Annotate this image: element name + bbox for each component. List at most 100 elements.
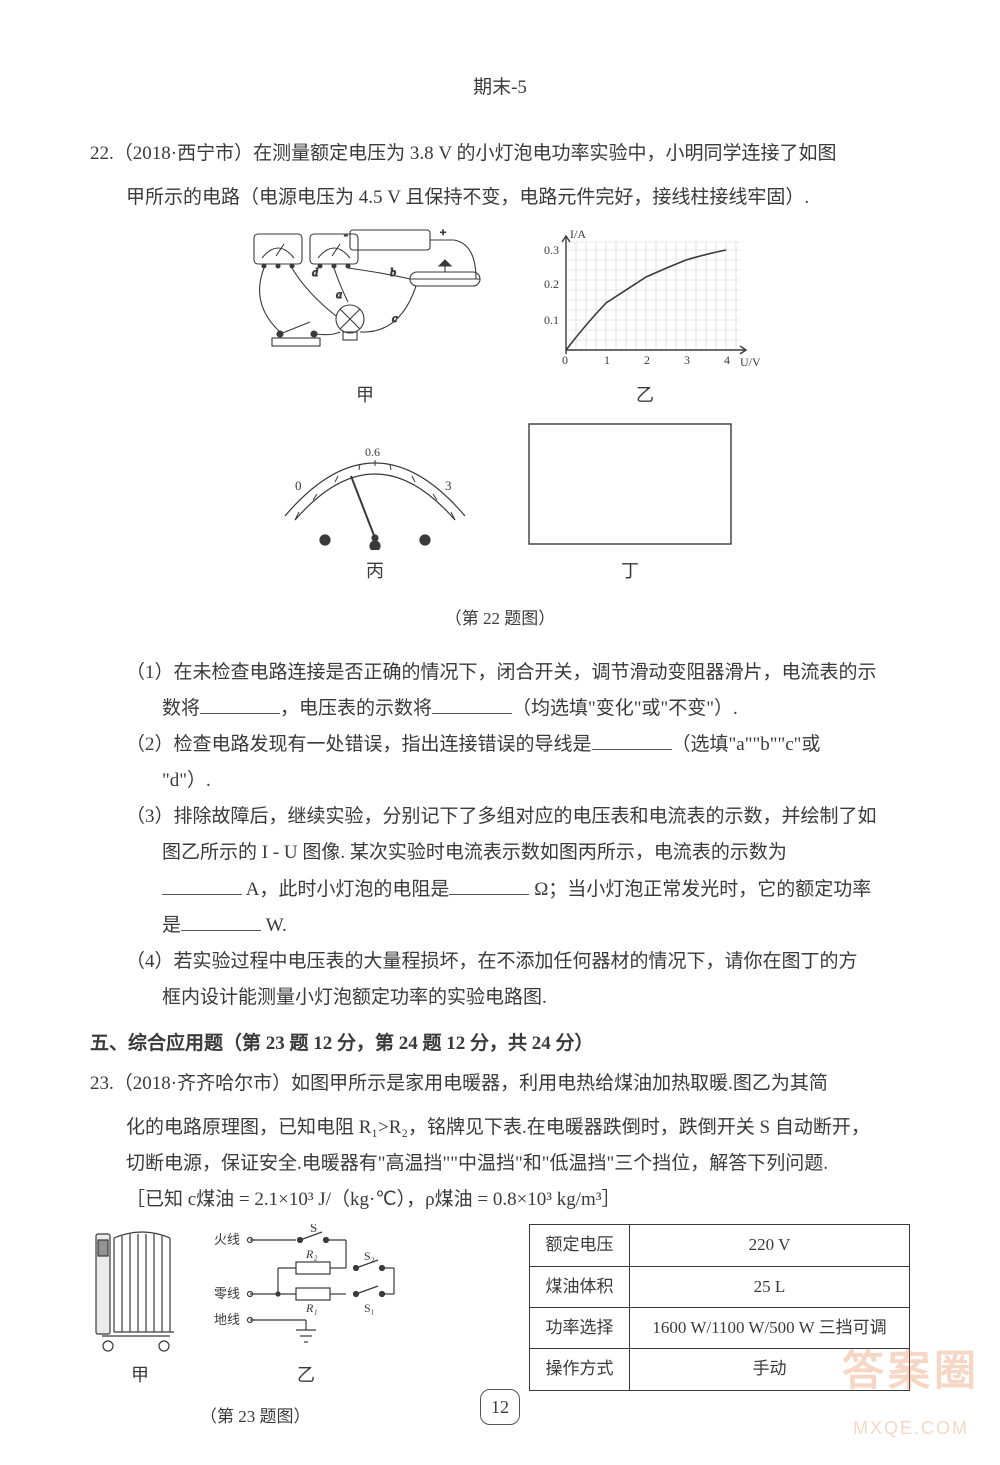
svg-text:3: 3 (684, 353, 690, 367)
heater-circuit-svg: 火线 零线 地线 S R₂ R₁ S₂ S₁ (206, 1224, 406, 1354)
q23-source: （2018·齐齐哈尔市） (114, 1073, 291, 1094)
svg-text:c: c (392, 311, 398, 325)
fig-bing: 0 0.6 3 丙 (265, 420, 485, 588)
q22-p1b: 数将 (162, 698, 200, 719)
q22-p3c: A，此时小灯泡的电阻是 (242, 879, 449, 900)
q22-fig-row2: 0 0.6 3 丙 丁 (265, 420, 735, 588)
empty-box-svg (525, 420, 735, 550)
page-header: 期末-5 (90, 70, 910, 106)
svg-text:I/A: I/A (570, 227, 586, 241)
iu-chart-svg: 0 1 2 3 4 0.1 0.2 0.3 I/A U/V (530, 224, 760, 374)
q22-p4-line1: （4）若实验过程中电压表的大量程损坏，在不添加任何器材的情况下，请你在图丁的方 (90, 944, 910, 980)
q22-p1d: （均选填"变化"或"不变"）. (512, 698, 738, 719)
section5-heading: 五、综合应用题（第 23 题 12 分，第 24 题 12 分，共 24 分） (90, 1026, 910, 1062)
blank (181, 910, 261, 931)
q23-fig-jia: 甲 (90, 1224, 190, 1392)
q23-l4: ［已知 c煤油 = 2.1×10³ J/（kg·℃），ρ煤油 = 0.8×10³… (90, 1182, 910, 1218)
label-bing: 丙 (366, 554, 384, 588)
ammeter-dial-svg: 0 0.6 3 (265, 420, 485, 550)
q22-stem-b: 甲所示的电路（电源电压为 4.5 V 且保持不变，电路元件完好，接线柱接线牢固）… (90, 180, 910, 216)
svg-text:R₂: R₂ (305, 1247, 318, 1261)
q22-p3-line3: A，此时小灯泡的电阻是 Ω；当小灯泡正常发光时，它的额定功率 (90, 872, 910, 908)
table-row: 额定电压 220 V (530, 1225, 910, 1266)
q22-p2-line1: （2）检查电路发现有一处错误，指出连接错误的导线是 （选填"a""b""c"或 (90, 727, 910, 763)
q23-l1: 如图甲所示是家用电暖器，利用电热给煤油加热取暖.图乙为其简 (291, 1073, 828, 1094)
q23-figrow: 甲 (90, 1224, 910, 1392)
q22-p3-line1: （3）排除故障后，继续实验，分别记下了多组对应的电压表和电流表的示数，并绘制了如 (90, 799, 910, 835)
q23-l3: 切断电源，保证安全.电暖器有"高温挡""中温挡"和"低温挡"三个挡位，解答下列问… (90, 1146, 910, 1182)
svg-text:+: + (440, 227, 446, 239)
q23-fig-yi: 火线 零线 地线 S R₂ R₁ S₂ S₁ 乙 (206, 1224, 406, 1392)
label-jia: 甲 (356, 378, 374, 412)
q22-p1-line1: （1）在未检查电路连接是否正确的情况下，闭合开关，调节滑动变阻器滑片，电流表的示 (90, 655, 910, 691)
q22-p4-line2: 框内设计能测量小灯泡额定功率的实验电路图. (90, 980, 910, 1016)
fig-ding: 丁 (525, 420, 735, 588)
q22-fig-row1: + - (240, 224, 760, 412)
cell: 操作方式 (530, 1349, 630, 1390)
q23-num: 23. (90, 1073, 114, 1094)
svg-text:0.1: 0.1 (544, 313, 559, 327)
svg-text:U/V: U/V (740, 355, 760, 369)
svg-text:1: 1 (604, 353, 610, 367)
q22-p2-line2: "d"）. (90, 763, 910, 799)
watermark-big: 答案圈 (842, 1331, 980, 1411)
svg-text:0.2: 0.2 (544, 277, 559, 291)
blank (432, 693, 512, 714)
q22-figures: + - (90, 224, 910, 649)
cell: 25 L (630, 1266, 910, 1307)
heater-svg (90, 1224, 190, 1354)
fig-jia: + - (240, 224, 490, 412)
page: 期末-5 22.（2018·西宁市）在测量额定电压为 3.8 V 的小灯泡电功率… (0, 0, 1000, 1465)
blank (200, 693, 280, 714)
q22-p3-line2: 图乙所示的 I - U 图像. 某次实验时电流表示数如图丙所示，电流表的示数为 (90, 835, 910, 871)
q23-label-yi: 乙 (297, 1358, 315, 1392)
label-ding: 丁 (621, 554, 639, 588)
blank (162, 874, 242, 895)
fig-yi: 0 1 2 3 4 0.1 0.2 0.3 I/A U/V 乙 (530, 224, 760, 412)
q23-label-jia: 甲 (131, 1358, 149, 1392)
svg-text:火线: 火线 (214, 1232, 240, 1247)
watermark-small: MXQE.COM (853, 1411, 969, 1445)
svg-text:4: 4 (724, 353, 730, 367)
svg-text:0.6: 0.6 (365, 445, 380, 459)
label-yi: 乙 (636, 378, 654, 412)
q22-num: 22. (90, 143, 114, 164)
cell: 额定电压 (530, 1225, 630, 1266)
svg-text:d: d (312, 265, 319, 279)
q22-caption: （第 22 题图） (445, 603, 556, 635)
cell: 220 V (630, 1225, 910, 1266)
svg-text:S: S (310, 1224, 317, 1235)
svg-text:R₁: R₁ (305, 1301, 318, 1315)
svg-text:S₂: S₂ (364, 1249, 375, 1263)
q22-p3e: 是 (162, 915, 181, 936)
svg-text:3: 3 (445, 478, 452, 493)
q22-p3-line4: 是 W. (90, 908, 910, 944)
watermark: 答案圈 MXQE.COM (842, 1331, 980, 1445)
table-row: 煤油体积 25 L (530, 1266, 910, 1307)
q23-l2: 化的电路原理图，已知电阻 R₁>R₂，铭牌见下表.在电暖器跌倒时，跌倒开关 S … (90, 1110, 910, 1146)
svg-text:-: - (344, 229, 348, 241)
svg-text:0: 0 (562, 353, 568, 367)
q22-p1-line2: 数将 ，电压表的示数将 （均选填"变化"或"不变"）. (90, 691, 910, 727)
svg-text:0.3: 0.3 (544, 243, 559, 257)
q22-p2b: （选填"a""b""c"或 (672, 734, 821, 755)
q22: 22.（2018·西宁市）在测量额定电压为 3.8 V 的小灯泡电功率实验中，小… (90, 136, 910, 172)
svg-text:b: b (390, 265, 396, 279)
blank (592, 729, 672, 750)
q22-source: （2018·西宁市） (114, 143, 253, 164)
q22-p2a: （2）检查电路发现有一处错误，指出连接错误的导线是 (126, 734, 592, 755)
q22-p3d: Ω；当小灯泡正常发光时，它的额定功率 (529, 879, 871, 900)
q22-stem-a: 在测量额定电压为 3.8 V 的小灯泡电功率实验中，小明同学连接了如图 (253, 143, 836, 164)
q22-p1c: ，电压表的示数将 (280, 698, 432, 719)
cell: 煤油体积 (530, 1266, 630, 1307)
blank (449, 874, 529, 895)
svg-text:地线: 地线 (214, 1312, 240, 1327)
q23-left-figs: 甲 (90, 1224, 406, 1392)
svg-text:S₁: S₁ (364, 1301, 375, 1315)
svg-text:2: 2 (644, 353, 650, 367)
svg-text:a: a (336, 287, 342, 301)
svg-text:0: 0 (295, 478, 302, 493)
q22-p3f: W. (261, 915, 287, 936)
cell: 功率选择 (530, 1307, 630, 1348)
circuit-jia-svg: + - (240, 224, 490, 374)
